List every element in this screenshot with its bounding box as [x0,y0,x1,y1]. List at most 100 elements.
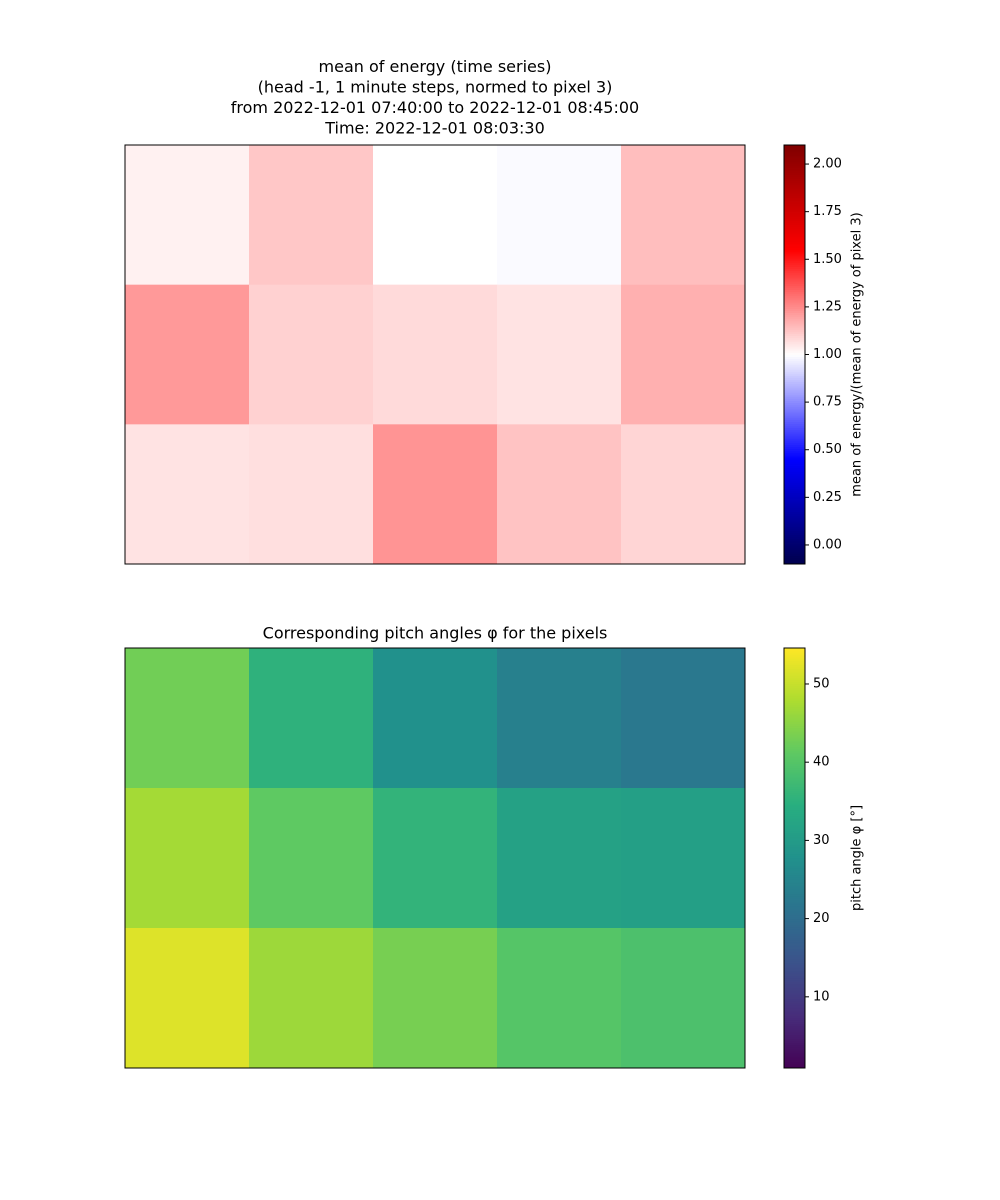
colorbar-segment [784,258,805,261]
colorbar-segment [784,172,805,175]
colorbar-segment [784,484,805,487]
colorbar-segment [784,218,805,221]
colorbar-segment [784,151,805,154]
chart-title: (head -1, 1 minute steps, normed to pixe… [258,78,613,97]
colorbar-segment [784,1034,805,1037]
colorbar-segment [784,845,805,848]
colorbar-segment [784,191,805,194]
colorbar-segment [784,350,805,353]
colorbar-segment [784,385,805,389]
colorbar-segment [784,450,805,454]
colorbar-segment [784,245,805,249]
colorbar-segment [784,528,805,531]
colorbar-segment [784,960,805,964]
colorbar-segment [784,767,805,771]
colorbar-segment [784,304,805,307]
colorbar-segment [784,1032,805,1035]
colorbar-segment [784,279,805,282]
colorbar-segment [784,339,805,343]
colorbar-tick-label: 40 [813,755,830,770]
colorbar-segment [784,696,805,699]
colorbar-segment [784,348,805,351]
heatmap-cell [497,928,622,1069]
colorbar-segment [784,662,805,666]
colorbar-segment [784,532,805,536]
colorbar-segment [784,851,805,855]
colorbar-tick-label: 0.00 [813,537,842,552]
colorbar-segment [784,708,805,712]
colorbar-segment [784,507,805,510]
colorbar-segment [784,998,805,1002]
colorbar-segment [784,438,805,441]
colorbar-segment [784,908,805,911]
colorbar-segment [784,411,805,414]
colorbar-segment [784,360,805,364]
colorbar-segment [784,818,805,821]
colorbar-segment [784,826,805,829]
colorbar-segment [784,822,805,825]
colorbar-segment [784,406,805,410]
colorbar-segment [784,448,805,452]
colorbar-segment [784,341,805,345]
colorbar-tick-label: 2.00 [813,157,842,172]
colorbar-segment [784,551,805,554]
colorbar-segment [784,281,805,284]
colorbar-segment [784,776,805,779]
colorbar-segment [784,253,805,257]
colorbar-segment [784,224,805,228]
colorbar-segment [784,333,805,337]
colorbar-segment [784,358,805,362]
colorbar-segment [784,828,805,832]
colorbar-segment [784,356,805,360]
heatmap-cell [497,788,622,929]
colorbar-segment [784,230,805,234]
colorbar-segment [784,520,805,523]
colorbar-segment [784,153,805,156]
colorbar-segment [784,811,805,815]
colorbar-segment [784,256,805,259]
colorbar-segment [784,721,805,724]
colorbar-segment [784,538,805,542]
colorbar-segment [784,352,805,355]
colorbar-segment [784,540,805,544]
colorbar-segment [784,262,805,265]
colorbar-segment [784,895,805,899]
colorbar-segment [784,314,805,318]
colorbar-segment [784,805,805,808]
colorbar-segment [784,513,805,517]
colorbar-segment [784,843,805,846]
colorbar-segment [784,170,805,173]
colorbar-segment [784,929,805,932]
colorbar-segment [784,839,805,842]
colorbar-segment [784,388,805,391]
colorbar-segment [784,147,805,150]
colorbar-segment [784,864,805,867]
colorbar-segment [784,704,805,708]
colorbar-segment [784,413,805,416]
colorbar-segment [784,511,805,515]
heatmap-cell [621,788,746,929]
colorbar-segment [784,465,805,469]
heatmap-cell [373,788,498,929]
colorbar-segment [784,944,805,947]
colorbar-segment [784,935,805,939]
colorbar-segment [784,803,805,806]
colorbar-segment [784,379,805,383]
colorbar-segment [784,910,805,913]
colorbar-segment [784,984,805,987]
colorbar-segment [784,285,805,288]
colorbar-segment [784,165,805,169]
colorbar-segment [784,501,805,504]
colorbar-segment [784,969,805,972]
heatmap-cell [249,788,374,929]
heatmap-cell [125,648,250,789]
colorbar-segment [784,648,805,651]
colorbar-segment [784,312,805,316]
colorbar-segment [784,390,805,393]
colorbar-segment [784,486,805,489]
colorbar-segment [784,681,805,685]
colorbar-segment [784,881,805,884]
colorbar-segment [784,182,805,186]
colorbar-segment [784,977,805,981]
colorbar-segment [784,778,805,781]
